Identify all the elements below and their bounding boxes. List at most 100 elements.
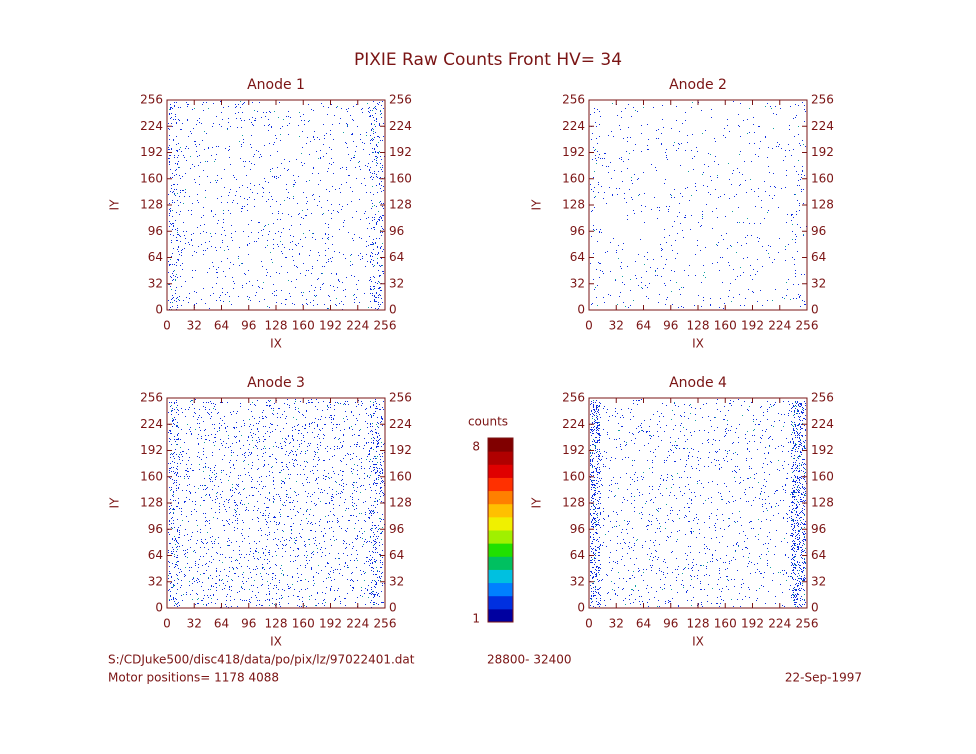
x-tick-label: 32 <box>187 617 202 631</box>
y-tick-label-right: 160 <box>389 171 412 185</box>
count-pixels <box>590 101 807 309</box>
y-axis-label: IY <box>530 497 544 509</box>
x-tick-label: 256 <box>796 319 819 333</box>
y-tick-label-right: 224 <box>389 119 412 133</box>
x-tick-label: 256 <box>796 617 819 631</box>
count-pixels-high <box>168 101 385 310</box>
x-tick-label: 96 <box>663 319 678 333</box>
count-pixels-high <box>594 102 804 307</box>
colorbar-band <box>488 556 513 570</box>
y-tick-label-right: 128 <box>389 496 412 510</box>
y-tick-label-right: 64 <box>811 250 826 264</box>
x-tick-label: 160 <box>292 617 315 631</box>
y-tick-label-right: 256 <box>811 93 834 107</box>
x-tick-label: 96 <box>241 617 256 631</box>
y-tick-label-right: 96 <box>811 522 826 536</box>
x-tick-label: 32 <box>609 617 624 631</box>
y-tick-label: 128 <box>562 198 585 212</box>
plot-frame <box>166 99 386 311</box>
y-tick-label-right: 64 <box>811 548 826 562</box>
x-axis-label: IX <box>692 635 704 649</box>
y-tick-label: 160 <box>562 171 585 185</box>
y-tick-label-right: 224 <box>811 119 834 133</box>
count-pixels <box>168 101 385 310</box>
y-tick-label: 256 <box>562 93 585 107</box>
file-path: S:/CDJuke500/disc418/data/po/pix/lz/9702… <box>108 653 415 667</box>
y-tick-label-right: 0 <box>811 303 819 317</box>
y-tick-label: 192 <box>140 443 163 457</box>
y-tick-label-right: 64 <box>389 250 404 264</box>
y-tick-label: 224 <box>562 417 585 431</box>
y-tick-label: 0 <box>155 303 163 317</box>
y-tick-label-right: 32 <box>389 574 404 588</box>
y-axis-label: IY <box>108 199 122 211</box>
y-tick-label-right: 160 <box>811 469 834 483</box>
y-tick-label-right: 96 <box>811 224 826 238</box>
colorbar-band <box>488 608 513 623</box>
colorbar-frame <box>487 437 514 623</box>
x-axis-label: IX <box>270 337 282 351</box>
y-tick-label-right: 160 <box>389 469 412 483</box>
x-tick-label: 192 <box>319 319 342 333</box>
x-tick-label: 256 <box>374 617 397 631</box>
y-tick-label: 192 <box>562 443 585 457</box>
y-tick-label: 256 <box>140 391 163 405</box>
y-tick-label-right: 256 <box>811 391 834 405</box>
y-tick-label: 0 <box>155 601 163 615</box>
y-tick-label: 64 <box>570 548 585 562</box>
x-tick-label: 224 <box>346 617 369 631</box>
count-pixels <box>168 399 385 608</box>
colorbar-tick-label: 1 <box>472 612 480 626</box>
colorbar-band <box>488 516 513 531</box>
x-axis-label: IX <box>270 635 282 649</box>
y-axis-label: IY <box>530 199 544 211</box>
y-tick-label-right: 192 <box>389 443 412 457</box>
y-tick-label: 256 <box>562 391 585 405</box>
x-tick-label: 64 <box>214 319 229 333</box>
y-tick-label: 96 <box>570 522 585 536</box>
x-tick-label: 96 <box>241 319 256 333</box>
colorbar-tick-label: 8 <box>472 440 480 454</box>
count-pixels <box>590 399 807 608</box>
y-tick-label: 96 <box>148 522 163 536</box>
colorbar-band <box>488 503 513 518</box>
plot-title: Anode 1 <box>247 77 305 93</box>
x-tick-label: 128 <box>687 617 710 631</box>
y-tick-label-right: 256 <box>389 391 412 405</box>
x-tick-label: 32 <box>187 319 202 333</box>
y-tick-label-right: 64 <box>389 548 404 562</box>
colorbar-band <box>488 595 513 610</box>
x-tick-label: 256 <box>374 319 397 333</box>
x-tick-label: 64 <box>636 319 651 333</box>
y-tick-label-right: 224 <box>811 417 834 431</box>
colorbar-band <box>488 530 513 544</box>
x-tick-label: 224 <box>768 319 791 333</box>
y-tick-label-right: 0 <box>389 601 397 615</box>
y-tick-label-right: 224 <box>389 417 412 431</box>
y-tick-label: 96 <box>148 224 163 238</box>
y-tick-label: 160 <box>140 469 163 483</box>
x-tick-label: 64 <box>636 617 651 631</box>
x-tick-label: 192 <box>741 319 764 333</box>
y-tick-label: 64 <box>148 548 163 562</box>
y-tick-label-right: 32 <box>811 276 826 290</box>
x-tick-label: 224 <box>346 319 369 333</box>
x-tick-label: 160 <box>292 319 315 333</box>
y-tick-label-right: 192 <box>389 145 412 159</box>
y-tick-label-right: 128 <box>811 198 834 212</box>
date: 22-Sep-1997 <box>785 671 862 685</box>
x-tick-label: 0 <box>585 617 593 631</box>
y-tick-label: 128 <box>562 496 585 510</box>
y-tick-label-right: 32 <box>389 276 404 290</box>
colorbar-band <box>488 490 513 505</box>
x-tick-label: 32 <box>609 319 624 333</box>
y-tick-label-right: 192 <box>811 443 834 457</box>
colorbar-band <box>488 543 513 557</box>
y-tick-label: 224 <box>562 119 585 133</box>
y-tick-label: 256 <box>140 93 163 107</box>
y-tick-label: 64 <box>148 250 163 264</box>
plot-title: Anode 4 <box>669 375 727 391</box>
y-tick-label: 96 <box>570 224 585 238</box>
y-tick-label: 160 <box>562 469 585 483</box>
